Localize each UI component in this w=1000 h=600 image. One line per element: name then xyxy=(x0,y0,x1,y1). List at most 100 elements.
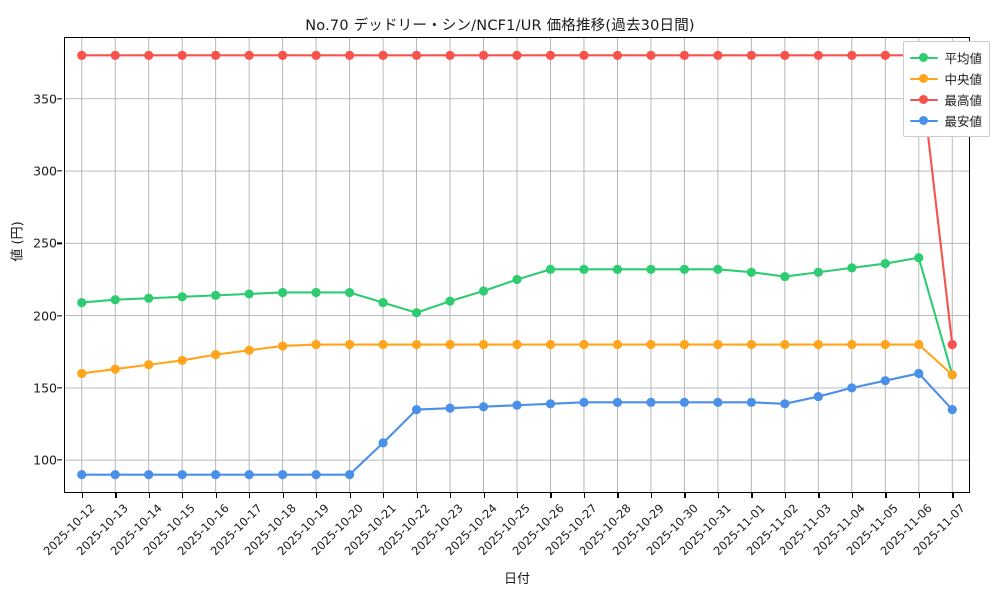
legend-item-1[interactable]: 平均値 xyxy=(910,47,982,68)
data-point xyxy=(847,263,857,273)
data-point xyxy=(512,50,522,60)
data-point xyxy=(579,339,589,350)
chart-legend: 平均値中央値最高値最安値 xyxy=(903,41,990,137)
data-point xyxy=(177,355,187,366)
data-point xyxy=(713,339,723,350)
legend-label: 中央値 xyxy=(944,72,982,87)
data-point xyxy=(914,368,924,379)
x-axis-tick-mark xyxy=(550,493,552,498)
data-point xyxy=(110,295,120,305)
data-point xyxy=(780,339,790,350)
x-axis-label: 日付 xyxy=(503,572,530,587)
legend-label: 平均値 xyxy=(944,51,982,66)
data-point xyxy=(445,403,455,413)
data-point xyxy=(77,50,87,60)
legend-item-3[interactable]: 最高値 xyxy=(910,89,982,110)
x-axis-tick-mark xyxy=(851,493,854,498)
data-point xyxy=(780,50,790,60)
data-point xyxy=(211,350,221,360)
legend-item-2[interactable]: 中央値 xyxy=(910,68,982,89)
data-point xyxy=(947,370,957,380)
y-axis-tick-label: 100 xyxy=(33,452,57,468)
data-point xyxy=(746,397,756,407)
data-point xyxy=(177,50,187,60)
x-axis-tick-mark xyxy=(81,493,84,498)
plot-svg xyxy=(65,38,969,492)
data-point xyxy=(344,50,355,60)
y-axis-tick-label: 200 xyxy=(33,308,57,324)
data-point xyxy=(211,50,221,60)
x-axis-tick-mark xyxy=(349,493,351,498)
data-point xyxy=(612,339,623,350)
data-point xyxy=(813,391,823,402)
x-axis-tick-mark xyxy=(115,493,117,498)
x-axis-tick-labels: 2025-10-12 2025-10-13 2025-10-14 2025-10-15… xyxy=(40,499,970,565)
data-point xyxy=(110,364,120,374)
legend-label: 最高値 xyxy=(944,93,982,108)
x-axis-tick-marks xyxy=(64,493,970,499)
data-point xyxy=(646,339,656,350)
data-point xyxy=(545,399,556,409)
x-axis-tick-mark xyxy=(650,493,653,498)
x-axis-tick-mark xyxy=(818,493,820,498)
y-axis-tick-mark xyxy=(57,242,62,244)
data-point xyxy=(77,297,87,308)
x-axis-tick-mark xyxy=(416,493,418,498)
legend-swatch-icon xyxy=(910,51,939,65)
data-point xyxy=(646,50,656,60)
data-point xyxy=(813,267,823,277)
x-axis-tick-mark xyxy=(282,493,284,498)
y-axis-tick-label: 300 xyxy=(33,163,57,179)
data-point xyxy=(445,50,455,60)
legend-item-4[interactable]: 最安値 xyxy=(910,110,982,131)
data-point xyxy=(211,290,221,300)
data-point xyxy=(244,289,254,299)
data-point xyxy=(880,258,890,269)
x-axis-tick-mark xyxy=(784,493,787,498)
data-point xyxy=(512,274,522,285)
data-point xyxy=(144,360,154,370)
data-point xyxy=(545,264,556,274)
chart-title: No.70 デッドリー・シン/NCF1/UR 価格推移(過去30日間) xyxy=(305,18,695,34)
data-point xyxy=(478,339,489,350)
x-axis-tick-mark xyxy=(249,493,251,498)
x-axis-tick-mark xyxy=(450,493,452,498)
data-point xyxy=(646,397,656,407)
data-point xyxy=(947,339,957,350)
data-point xyxy=(77,470,87,480)
x-axis-tick-mark xyxy=(583,493,586,498)
data-point xyxy=(244,470,254,480)
data-point xyxy=(746,339,756,350)
data-point xyxy=(612,397,623,407)
data-point xyxy=(914,339,924,350)
data-point xyxy=(713,264,723,274)
data-point xyxy=(445,339,455,350)
legend-swatch-icon xyxy=(910,114,939,128)
y-axis-tick-mark xyxy=(57,387,62,389)
data-point xyxy=(378,297,388,308)
data-point xyxy=(713,397,723,407)
data-point xyxy=(780,399,790,409)
data-point xyxy=(579,50,589,60)
data-point xyxy=(211,470,221,480)
data-point xyxy=(177,292,187,302)
data-point xyxy=(110,50,120,60)
data-point xyxy=(847,339,857,350)
data-point xyxy=(579,397,589,407)
data-point xyxy=(478,402,489,412)
data-point xyxy=(679,264,690,274)
data-point xyxy=(512,400,522,410)
y-axis-tick-label: 150 xyxy=(33,380,57,396)
data-point xyxy=(713,50,723,60)
data-point xyxy=(278,50,288,60)
y-axis-tick-mark xyxy=(57,98,62,100)
data-point xyxy=(512,339,522,350)
data-point xyxy=(177,470,187,480)
y-axis-tick-labels: 100 150 200 250 300 350 xyxy=(0,37,62,493)
data-point xyxy=(278,470,288,480)
legend-swatch-icon xyxy=(910,93,939,107)
data-point xyxy=(746,50,756,60)
x-axis-tick-mark xyxy=(316,493,318,498)
data-point xyxy=(110,470,120,480)
data-point xyxy=(378,438,388,448)
